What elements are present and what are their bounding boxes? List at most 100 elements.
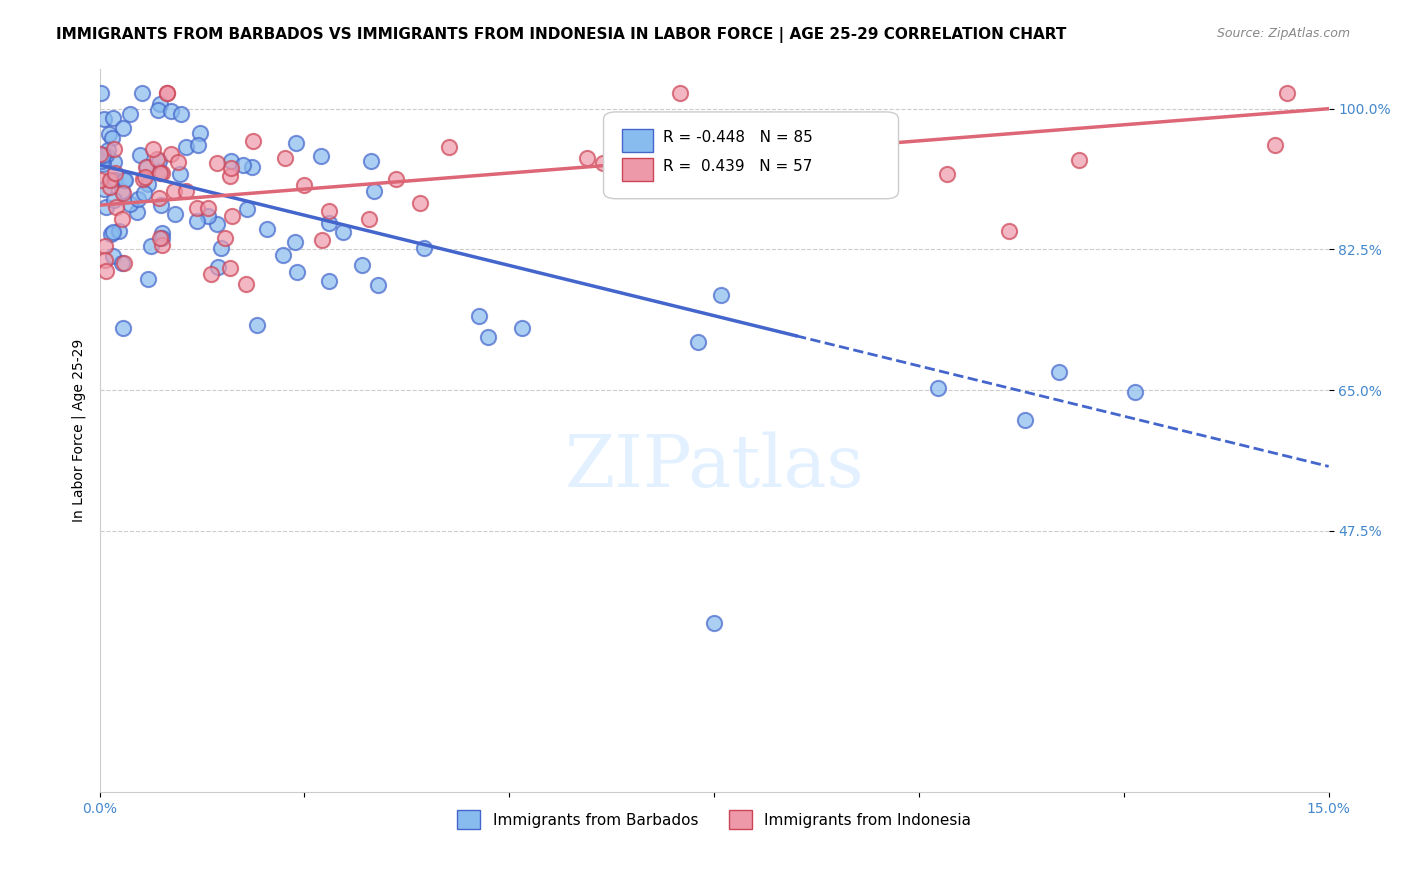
- Immigrants from Barbados: [240, 160, 263, 174]
- Immigrants from Barbados: [112, 173, 135, 187]
- Immigrants from Barbados: [93, 112, 115, 127]
- Immigrants from Indonesia: [1275, 86, 1298, 100]
- Immigrants from Barbados: [114, 173, 136, 187]
- FancyBboxPatch shape: [603, 112, 898, 199]
- Immigrants from Indonesia: [219, 169, 242, 184]
- Immigrants from Indonesia: [318, 203, 340, 218]
- Immigrants from Indonesia: [103, 142, 125, 156]
- Immigrants from Indonesia: [89, 173, 111, 187]
- Immigrants from Barbados: [190, 126, 212, 140]
- Immigrants from Barbados: [412, 241, 434, 255]
- Immigrants from Indonesia: [592, 156, 614, 170]
- Immigrants from Barbados: [1123, 384, 1146, 399]
- Immigrants from Indonesia: [221, 210, 243, 224]
- Text: ZIPatlas: ZIPatlas: [564, 431, 863, 501]
- Immigrants from Indonesia: [311, 233, 333, 247]
- Immigrants from Barbados: [112, 121, 135, 136]
- Immigrants from Barbados: [98, 127, 121, 141]
- Immigrants from Indonesia: [134, 169, 156, 184]
- Immigrants from Barbados: [128, 147, 150, 161]
- Immigrants from Indonesia: [111, 211, 134, 226]
- Immigrants from Barbados: [236, 202, 259, 216]
- Immigrants from Barbados: [367, 277, 389, 292]
- Immigrants from Barbados: [1014, 413, 1036, 427]
- Immigrants from Barbados: [246, 318, 269, 333]
- Immigrants from Barbados: [710, 288, 733, 302]
- Immigrants from Barbados: [96, 148, 118, 162]
- Immigrants from Indonesia: [142, 142, 165, 156]
- Immigrants from Indonesia: [167, 155, 190, 169]
- Immigrants from Barbados: [101, 225, 124, 239]
- Text: R =  0.439   N = 57: R = 0.439 N = 57: [662, 159, 811, 174]
- FancyBboxPatch shape: [621, 128, 652, 152]
- Immigrants from Barbados: [111, 255, 134, 269]
- Immigrants from Indonesia: [94, 264, 117, 278]
- Immigrants from Indonesia: [89, 147, 111, 161]
- Immigrants from Indonesia: [408, 195, 430, 210]
- Immigrants from Indonesia: [860, 127, 883, 141]
- Immigrants from Barbados: [688, 334, 710, 349]
- Immigrants from Barbados: [100, 227, 122, 241]
- Immigrants from Indonesia: [575, 151, 598, 165]
- Immigrants from Indonesia: [150, 238, 173, 252]
- Immigrants from Barbados: [174, 140, 197, 154]
- Immigrants from Indonesia: [197, 201, 219, 215]
- Immigrants from Barbados: [136, 160, 159, 174]
- Immigrants from Barbados: [125, 205, 148, 219]
- Immigrants from Indonesia: [205, 156, 228, 170]
- Immigrants from Barbados: [285, 265, 308, 279]
- Immigrants from Indonesia: [135, 160, 157, 174]
- Immigrants from Barbados: [148, 153, 170, 168]
- Immigrants from Indonesia: [150, 166, 173, 180]
- Immigrants from Barbados: [363, 184, 385, 198]
- Immigrants from Barbados: [103, 193, 125, 207]
- Immigrants from Barbados: [318, 274, 340, 288]
- Immigrants from Barbados: [90, 154, 112, 169]
- Text: R = -0.448   N = 85: R = -0.448 N = 85: [662, 129, 813, 145]
- Immigrants from Barbados: [111, 184, 134, 198]
- Immigrants from Indonesia: [98, 172, 121, 186]
- Immigrants from Indonesia: [98, 180, 121, 194]
- Immigrants from Indonesia: [149, 231, 172, 245]
- Immigrants from Barbados: [91, 147, 114, 161]
- Immigrants from Barbados: [207, 260, 229, 274]
- Immigrants from Indonesia: [200, 267, 222, 281]
- Immigrants from Barbados: [149, 96, 172, 111]
- Immigrants from Barbados: [1047, 365, 1070, 379]
- Immigrants from Barbados: [332, 225, 354, 239]
- Immigrants from Barbados: [160, 104, 183, 119]
- Immigrants from Barbados: [148, 164, 170, 178]
- Immigrants from Barbados: [101, 249, 124, 263]
- Immigrants from Barbados: [927, 381, 949, 395]
- Immigrants from Indonesia: [104, 165, 127, 179]
- Immigrants from Indonesia: [214, 231, 236, 245]
- Immigrants from Barbados: [352, 258, 374, 272]
- Immigrants from Indonesia: [998, 224, 1021, 238]
- Immigrants from Barbados: [131, 86, 153, 100]
- Immigrants from Barbados: [169, 167, 191, 181]
- Immigrants from Indonesia: [242, 134, 264, 148]
- Immigrants from Indonesia: [1264, 137, 1286, 152]
- Immigrants from Barbados: [90, 86, 112, 100]
- Immigrants from Barbados: [285, 136, 308, 151]
- Immigrants from Barbados: [112, 321, 135, 335]
- Immigrants from Indonesia: [94, 238, 117, 252]
- Immigrants from Barbados: [120, 107, 142, 121]
- Immigrants from Indonesia: [235, 277, 257, 291]
- Immigrants from Barbados: [468, 309, 491, 323]
- Immigrants from Indonesia: [132, 172, 155, 186]
- Immigrants from Indonesia: [1067, 153, 1090, 167]
- Immigrants from Barbados: [149, 198, 172, 212]
- Immigrants from Barbados: [138, 177, 160, 191]
- Immigrants from Barbados: [150, 226, 173, 240]
- Immigrants from Indonesia: [439, 140, 461, 154]
- Immigrants from Barbados: [134, 186, 156, 201]
- Immigrants from Indonesia: [156, 86, 179, 100]
- Immigrants from Barbados: [170, 107, 193, 121]
- Immigrants from Barbados: [101, 131, 124, 145]
- Immigrants from Indonesia: [104, 201, 127, 215]
- Immigrants from Indonesia: [112, 256, 135, 270]
- Legend: Immigrants from Barbados, Immigrants from Indonesia: Immigrants from Barbados, Immigrants fro…: [451, 804, 977, 835]
- Immigrants from Indonesia: [149, 166, 172, 180]
- Text: IMMIGRANTS FROM BARBADOS VS IMMIGRANTS FROM INDONESIA IN LABOR FORCE | AGE 25-29: IMMIGRANTS FROM BARBADOS VS IMMIGRANTS F…: [56, 27, 1067, 43]
